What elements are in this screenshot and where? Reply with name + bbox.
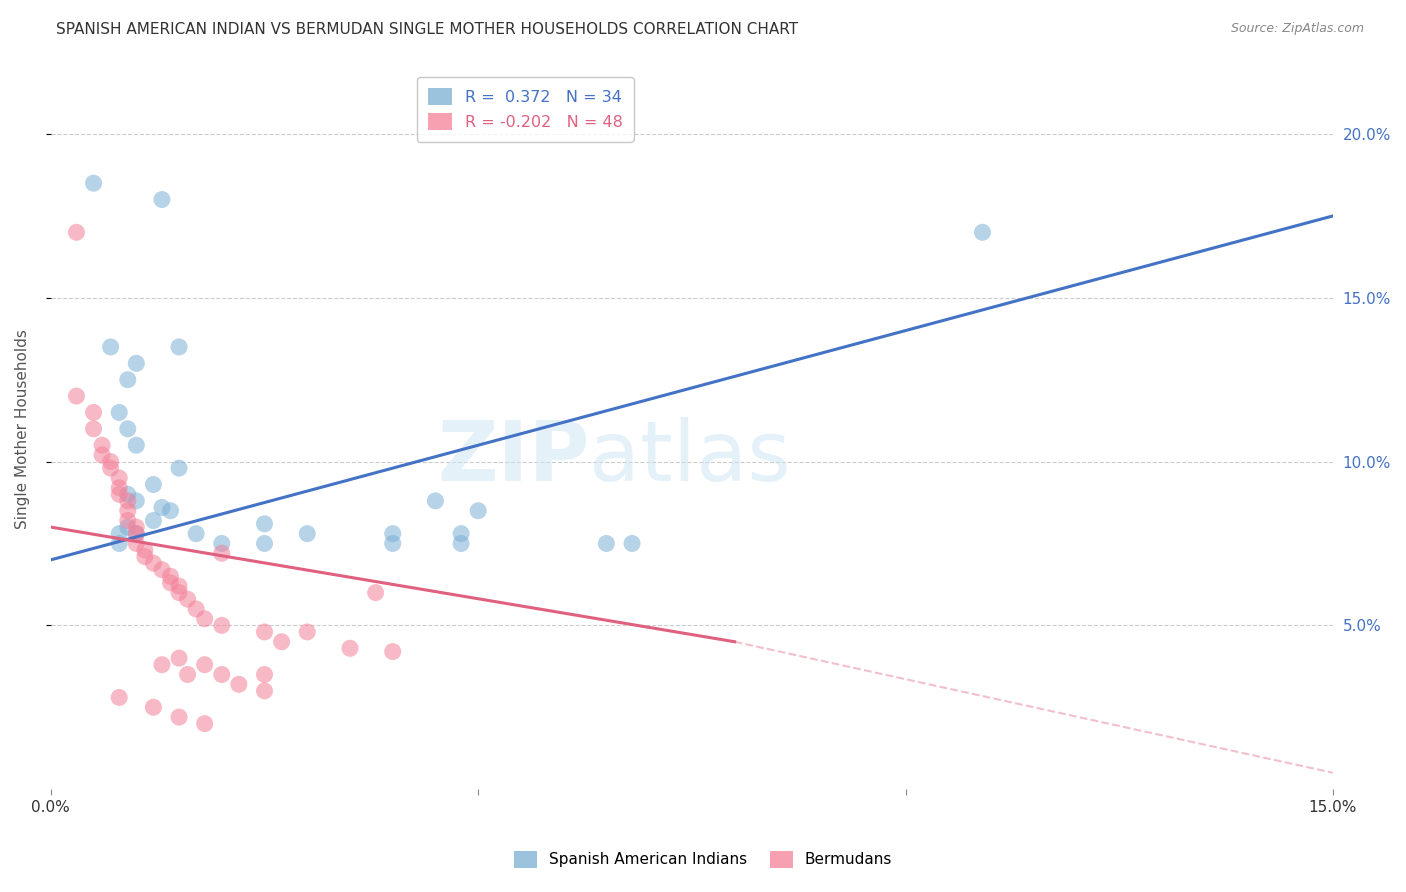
Point	[125, 356, 148, 370]
Point	[125, 438, 148, 452]
Point	[194, 612, 217, 626]
Point	[972, 225, 994, 239]
Point	[167, 340, 190, 354]
Point	[83, 405, 105, 419]
Point	[364, 585, 387, 599]
Point	[211, 667, 233, 681]
Point	[108, 536, 131, 550]
Point	[159, 504, 181, 518]
Point	[211, 618, 233, 632]
Point	[253, 667, 276, 681]
Point	[253, 516, 276, 531]
Point	[150, 657, 173, 672]
Point	[142, 700, 165, 714]
Text: atlas: atlas	[589, 417, 792, 498]
Point	[142, 477, 165, 491]
Point	[134, 543, 156, 558]
Point	[125, 526, 148, 541]
Point	[211, 546, 233, 560]
Text: ZIP: ZIP	[437, 417, 589, 498]
Point	[381, 644, 404, 658]
Point	[117, 487, 139, 501]
Point	[228, 677, 250, 691]
Point	[117, 514, 139, 528]
Point	[467, 504, 489, 518]
Point	[117, 494, 139, 508]
Point	[142, 556, 165, 570]
Point	[100, 461, 122, 475]
Point	[125, 526, 148, 541]
Point	[117, 373, 139, 387]
Point	[339, 641, 361, 656]
Point	[297, 624, 319, 639]
Y-axis label: Single Mother Households: Single Mother Households	[15, 329, 30, 529]
Point	[159, 575, 181, 590]
Point	[211, 536, 233, 550]
Point	[108, 481, 131, 495]
Point	[381, 526, 404, 541]
Point	[83, 422, 105, 436]
Point	[176, 592, 198, 607]
Point	[167, 579, 190, 593]
Point	[65, 225, 87, 239]
Point	[150, 193, 173, 207]
Point	[253, 684, 276, 698]
Point	[194, 716, 217, 731]
Point	[83, 176, 105, 190]
Point	[150, 500, 173, 515]
Point	[184, 602, 207, 616]
Point	[150, 563, 173, 577]
Text: SPANISH AMERICAN INDIAN VS BERMUDAN SINGLE MOTHER HOUSEHOLDS CORRELATION CHART: SPANISH AMERICAN INDIAN VS BERMUDAN SING…	[56, 22, 799, 37]
Point	[100, 454, 122, 468]
Point	[125, 494, 148, 508]
Point	[117, 520, 139, 534]
Point	[595, 536, 617, 550]
Point	[91, 448, 114, 462]
Point	[425, 494, 447, 508]
Point	[381, 536, 404, 550]
Point	[108, 526, 131, 541]
Point	[125, 536, 148, 550]
Text: Source: ZipAtlas.com: Source: ZipAtlas.com	[1230, 22, 1364, 36]
Point	[167, 710, 190, 724]
Point	[125, 520, 148, 534]
Point	[176, 667, 198, 681]
Point	[108, 471, 131, 485]
Point	[91, 438, 114, 452]
Point	[297, 526, 319, 541]
Point	[142, 514, 165, 528]
Legend: Spanish American Indians, Bermudans: Spanish American Indians, Bermudans	[508, 845, 898, 873]
Legend: R =  0.372   N = 34, R = -0.202   N = 48: R = 0.372 N = 34, R = -0.202 N = 48	[416, 77, 634, 142]
Point	[184, 526, 207, 541]
Point	[134, 549, 156, 564]
Point	[450, 536, 472, 550]
Point	[108, 405, 131, 419]
Point	[167, 585, 190, 599]
Point	[253, 536, 276, 550]
Point	[159, 569, 181, 583]
Point	[253, 624, 276, 639]
Point	[65, 389, 87, 403]
Point	[450, 526, 472, 541]
Point	[117, 422, 139, 436]
Point	[100, 340, 122, 354]
Point	[270, 634, 292, 648]
Point	[621, 536, 644, 550]
Point	[108, 690, 131, 705]
Point	[194, 657, 217, 672]
Point	[108, 487, 131, 501]
Point	[117, 504, 139, 518]
Point	[167, 651, 190, 665]
Point	[167, 461, 190, 475]
